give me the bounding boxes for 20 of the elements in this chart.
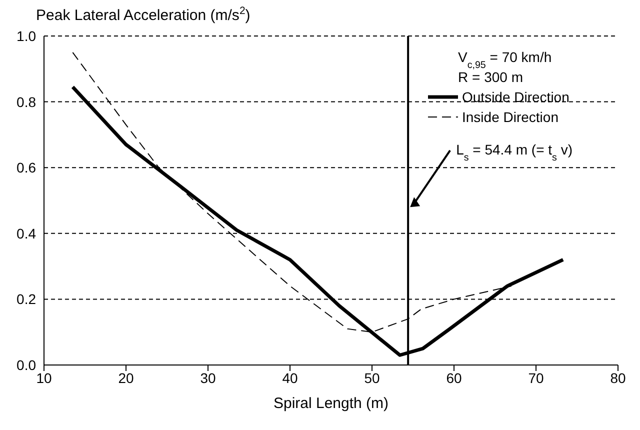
y-axis-title: Peak Lateral Acceleration (m/s$^{2}$) bbox=[36, 5, 250, 24]
x-tick-label: 80 bbox=[610, 370, 626, 386]
y-tick-label: 1.0 bbox=[16, 28, 36, 44]
x-tick-label: 40 bbox=[282, 370, 298, 386]
ref-line-label: L$_{s}$ = 54.4 m (= t$_{s}$ v) bbox=[456, 141, 573, 163]
x-tick-label: 60 bbox=[446, 370, 462, 386]
legend-label: Inside Direction bbox=[462, 109, 558, 125]
y-tick-label: 0.0 bbox=[16, 356, 36, 373]
annotation: V$_{c,95}$ = 70 km/h bbox=[458, 49, 552, 70]
y-tick-label: 0.6 bbox=[16, 160, 36, 176]
x-axis-title: Spiral Length (m) bbox=[273, 395, 389, 412]
y-tick-label: 0.2 bbox=[16, 291, 36, 308]
x-tick-label: 50 bbox=[364, 370, 380, 386]
x-tick-label: 10 bbox=[36, 370, 52, 386]
y-tick-label: 0.4 bbox=[16, 225, 36, 242]
y-tick-label: 0.8 bbox=[16, 94, 36, 110]
annotation: R = 300 m bbox=[458, 69, 523, 85]
x-tick-label: 20 bbox=[118, 370, 134, 386]
x-tick-label: 30 bbox=[200, 370, 216, 386]
x-tick-label: 70 bbox=[528, 370, 544, 386]
